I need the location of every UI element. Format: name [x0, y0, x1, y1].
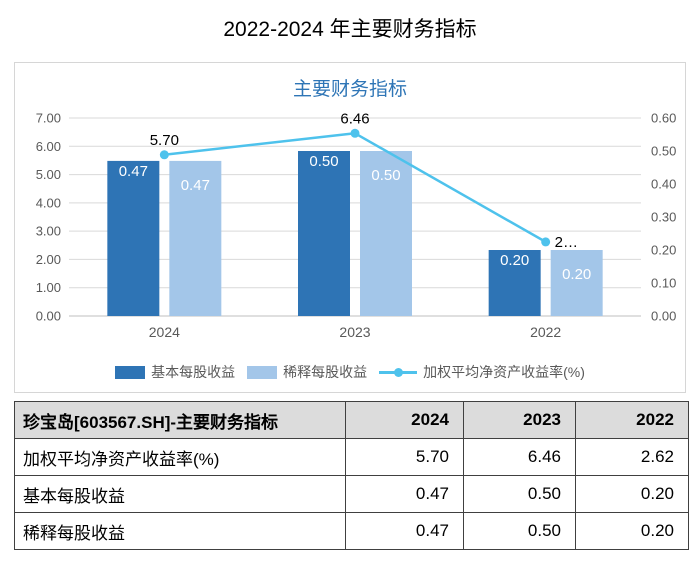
- row-label-roe: 加权平均净资产收益率(%): [14, 438, 346, 476]
- cell-value: 0.20: [575, 475, 689, 513]
- legend-swatch: [115, 365, 146, 379]
- bar: [298, 151, 350, 316]
- legend-item-basic-eps: 基本每股收益: [115, 362, 235, 382]
- right-axis-tick-label: 0.60: [651, 111, 676, 126]
- bar: [107, 160, 160, 316]
- line-marker: [541, 237, 551, 247]
- bar: [360, 151, 412, 316]
- table-title: 珍宝岛[603567.SH]-主要财务指标: [14, 401, 346, 439]
- line-marker: [159, 150, 169, 160]
- category-label: 2023: [339, 324, 370, 340]
- cell-value: 5.70: [345, 438, 464, 476]
- col-header-2024: 2024: [345, 401, 464, 439]
- left-axis-tick-label: 7.00: [36, 111, 61, 126]
- bar-value-label: 0.20: [500, 252, 529, 269]
- legend-item-diluted-eps: 稀释每股收益: [247, 362, 367, 382]
- page-title: 2022-2024 年主要财务指标: [223, 18, 477, 41]
- right-axis-tick-label: 0.10: [651, 276, 676, 291]
- legend-line-swatch: [379, 367, 418, 377]
- line-value-label: 6.46: [340, 110, 369, 127]
- cell-value: 0.47: [345, 475, 464, 513]
- table-row: 基本每股收益 0.47 0.50 0.20: [14, 475, 689, 513]
- chart-plot: 0.00 1.00 2.00 3.00 4.00 5.00 6.00 7.00 0.00 0.10…: [36, 110, 677, 340]
- right-axis-tick-label: 0.40: [651, 177, 676, 192]
- bar: [488, 250, 541, 316]
- legend-line-dot: [394, 367, 404, 377]
- row-label-basic-eps: 基本每股收益: [14, 475, 346, 513]
- col-header-2022: 2022: [575, 401, 689, 439]
- right-axis-tick-label: 0.00: [651, 309, 676, 324]
- bar-value-label: 0.47: [119, 163, 148, 180]
- left-axis-tick-label: 0.00: [36, 309, 61, 324]
- category-label: 2022: [530, 324, 561, 340]
- cell-value: 0.47: [345, 512, 464, 550]
- line-value-label: 5.70: [150, 132, 179, 149]
- line-value-label: 2…: [555, 234, 578, 251]
- bar-value-label: 0.20: [562, 266, 591, 283]
- cell-value: 0.20: [575, 512, 689, 550]
- right-axis-tick-label: 0.50: [651, 144, 676, 159]
- chart-title: 主要财务指标: [292, 79, 407, 100]
- chart-card: 主要财务指标 0.00 1.00 2.00 3.00 4.00 5.00 6.00 7.00 0…: [14, 62, 686, 393]
- financial-table: 珍宝岛[603567.SH]-主要财务指标 2024 2023 2022 加权平…: [14, 401, 689, 550]
- legend-label: 基本每股收益: [151, 364, 236, 380]
- row-label-diluted-eps: 稀释每股收益: [14, 512, 346, 550]
- legend-label: 加权平均净资产收益率(%): [423, 364, 585, 380]
- legend-label: 稀释每股收益: [283, 364, 368, 380]
- bar: [550, 250, 603, 316]
- line-marker: [350, 128, 360, 138]
- bar: [169, 160, 222, 316]
- roe-line: [164, 132, 547, 243]
- bar-value-label: 0.50: [309, 153, 338, 170]
- left-axis-tick-label: 1.00: [36, 280, 61, 295]
- cell-value: 6.46: [463, 438, 576, 476]
- legend-item-roe-line: 加权平均净资产收益率(%): [379, 362, 585, 382]
- cell-value: 2.62: [575, 438, 689, 476]
- legend-swatch: [247, 365, 278, 379]
- cell-value: 0.50: [463, 475, 576, 513]
- right-axis-tick-label: 0.30: [651, 210, 676, 225]
- left-axis-tick-label: 3.00: [36, 224, 61, 239]
- col-header-2023: 2023: [463, 401, 576, 439]
- left-axis-tick-label: 4.00: [36, 195, 61, 210]
- left-axis-tick-label: 5.00: [36, 167, 61, 182]
- table-row: 加权平均净资产收益率(%) 5.70 6.46 2.62: [14, 438, 689, 476]
- right-axis-tick-label: 0.20: [651, 243, 676, 258]
- left-axis-tick-label: 2.00: [36, 252, 61, 267]
- chart-legend: 基本每股收益 稀释每股收益 加权平均净资产收益率(%): [15, 362, 685, 382]
- table-row: 稀释每股收益 0.47 0.50 0.20: [14, 512, 689, 550]
- bar-value-label: 0.50: [371, 167, 400, 184]
- bar-value-label: 0.47: [181, 177, 210, 194]
- left-axis-tick-label: 6.00: [36, 139, 61, 154]
- cell-value: 0.50: [463, 512, 576, 550]
- category-label: 2024: [149, 324, 180, 340]
- table-header-row: 珍宝岛[603567.SH]-主要财务指标 2024 2023 2022: [14, 401, 689, 439]
